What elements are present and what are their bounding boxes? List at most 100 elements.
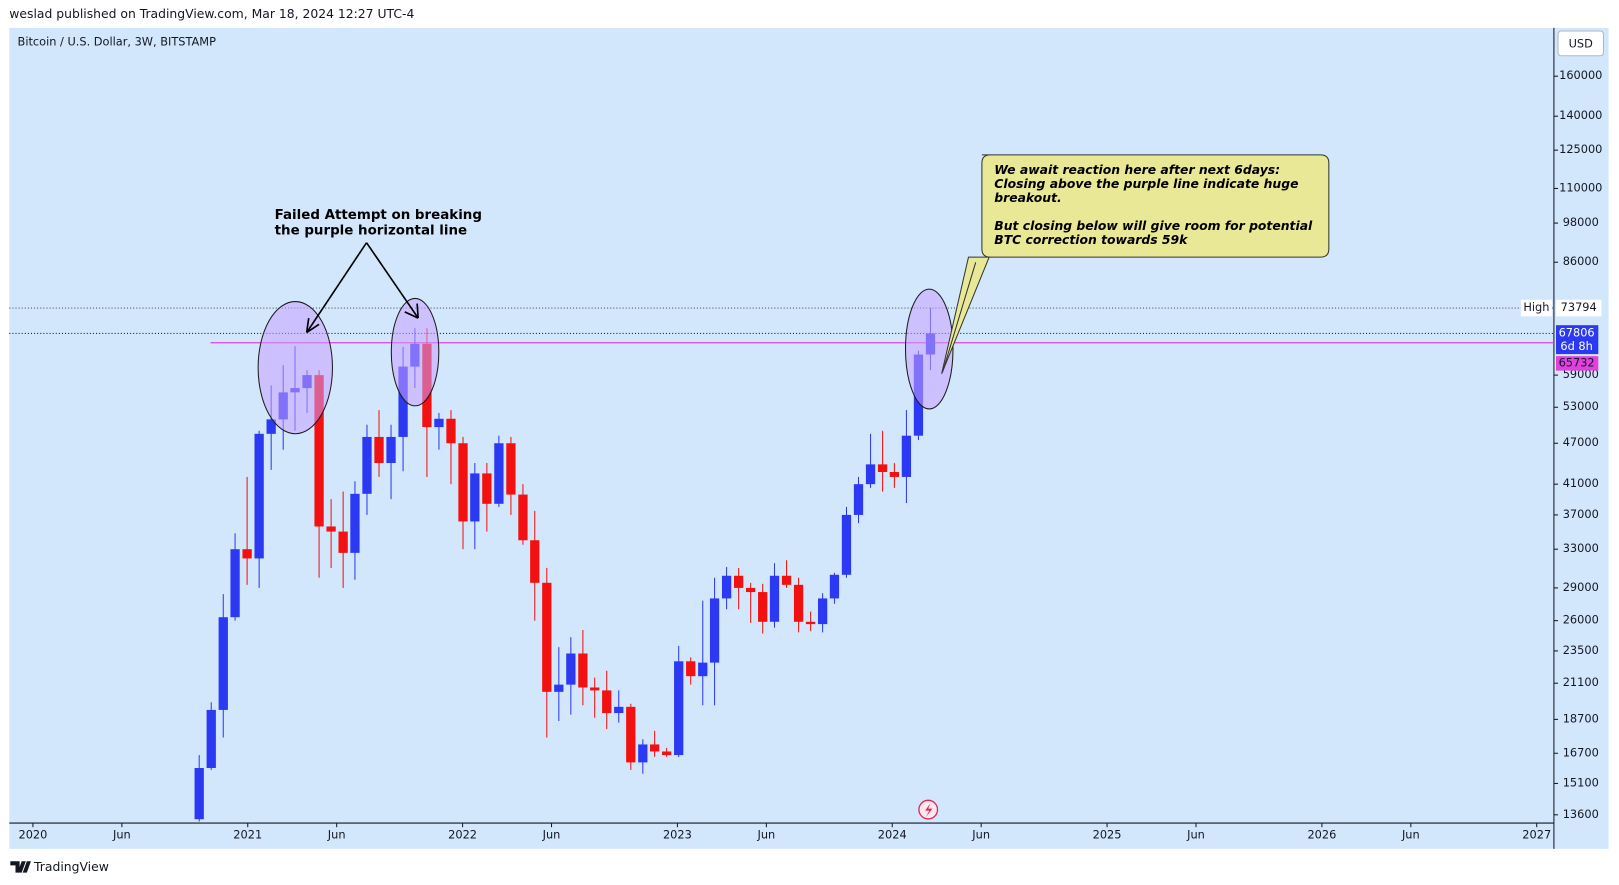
candle-body: [626, 706, 636, 763]
candle-body: [338, 531, 348, 553]
candle-body: [865, 464, 876, 485]
header: weslad published on TradingView.com, Mar…: [9, 6, 414, 21]
last-price-countdown: 6d 8h: [1560, 339, 1592, 353]
y-tick-label: 41000: [1563, 476, 1599, 490]
annotation-text: the purple horizontal line: [275, 223, 467, 238]
annotation-text: Failed Attempt on breaking: [275, 208, 482, 223]
callout-pointer-edge: [942, 262, 977, 372]
y-tick-label: 47000: [1563, 435, 1599, 449]
x-tick-label: 2023: [663, 827, 692, 841]
candle-body: [530, 540, 540, 583]
y-tick-label: 86000: [1563, 254, 1599, 268]
y-tick-label: 16700: [1563, 745, 1599, 759]
candle-body: [709, 598, 720, 663]
x-tick-label: 2026: [1307, 827, 1336, 841]
candle-body: [482, 473, 492, 504]
callout-text: Closing above the purple line indicate h…: [994, 176, 1298, 191]
candle-body: [398, 366, 408, 437]
candle-body: [254, 433, 264, 559]
candle-body: [374, 436, 384, 464]
candle-body: [494, 443, 504, 504]
candle-body: [746, 587, 756, 593]
candle-body: [758, 592, 768, 622]
candle-body: [266, 419, 276, 434]
candle-body: [602, 690, 612, 714]
high-label: High: [1523, 300, 1549, 314]
y-tick-label: 15100: [1563, 775, 1599, 789]
candle-body: [350, 493, 360, 553]
candle-body: [242, 549, 252, 559]
x-tick-label: Jun: [1401, 827, 1420, 841]
chart-root: weslad published on TradingView.com, Mar…: [9, 6, 1609, 874]
callout-text: breakout.: [994, 190, 1061, 205]
last-price-value: 67806: [1559, 325, 1595, 339]
callout-box: [941, 154, 1330, 375]
level-price-value: 65732: [1559, 355, 1595, 369]
candle-body: [446, 418, 456, 444]
y-tick-label: 37000: [1563, 507, 1599, 521]
candle-body: [542, 582, 552, 692]
candle-body: [362, 436, 372, 494]
candle-body: [817, 598, 828, 625]
candle-body: [194, 767, 204, 820]
last-price-box: [1555, 325, 1599, 355]
candle-body: [566, 653, 576, 685]
candle-body: [434, 418, 444, 428]
callout-text: We await reaction here after next 6days:: [994, 162, 1280, 177]
candle-body: [698, 662, 708, 677]
footer-brand: TradingView: [33, 859, 109, 874]
x-tick-label: Jun: [971, 827, 990, 841]
highlight-ellipse: [904, 288, 954, 410]
x-tick-label: Jun: [112, 827, 131, 841]
candle-body: [901, 435, 912, 477]
y-tick-label: 140000: [1559, 108, 1602, 122]
candle-body: [793, 584, 804, 622]
candle-body: [470, 473, 480, 522]
candle-body: [649, 744, 660, 752]
time-axis-background: [9, 823, 1554, 849]
candle-body: [889, 471, 900, 477]
y-tick-label: 26000: [1563, 613, 1599, 627]
candle-body: [769, 575, 780, 622]
candle-body: [314, 375, 324, 527]
candle-body: [805, 621, 816, 625]
y-tick-label: 29000: [1563, 580, 1599, 594]
marks: 13600 15100 16700 18700 21100 23500 26000 29000…: [9, 68, 1602, 841]
high-label-box: [1520, 299, 1552, 317]
y-tick-label: 110000: [1559, 180, 1602, 194]
arrows: [305, 242, 419, 334]
y-tick-label: 23500: [1563, 643, 1599, 657]
y-tick-label: 18700: [1563, 711, 1599, 725]
candle-body: [638, 744, 648, 763]
callout-text: But closing below will give room for pot…: [994, 218, 1313, 233]
plot-background: [9, 27, 1554, 824]
annotation-shapes: [257, 288, 954, 435]
level-price-box: [1555, 356, 1599, 371]
candle-body: [230, 549, 240, 618]
candle-body: [458, 443, 468, 522]
price-axis-background: [1553, 27, 1609, 849]
candle-body: [218, 617, 228, 710]
candle-body: [518, 494, 528, 541]
candle-body: [686, 661, 696, 677]
candle-body: [590, 687, 600, 691]
x-tick-label: Jun: [542, 827, 561, 841]
arrow: [305, 242, 368, 334]
highlight-ellipse: [390, 297, 440, 407]
high-value-box: [1555, 299, 1602, 317]
candle-body: [781, 575, 792, 585]
candle-body: [386, 436, 396, 464]
candle-body: [877, 464, 888, 472]
high-value: 73794: [1561, 300, 1597, 314]
candle-body: [674, 661, 684, 756]
y-tick-label: 98000: [1563, 215, 1599, 229]
x-tick-label: 2020: [18, 827, 47, 841]
candle-body: [506, 443, 516, 495]
y-tick-label: 33000: [1563, 541, 1599, 555]
callout-text: BTC correction towards 59k: [994, 232, 1188, 247]
x-tick-label: 2021: [233, 827, 262, 841]
x-tick-label: Jun: [1186, 827, 1205, 841]
